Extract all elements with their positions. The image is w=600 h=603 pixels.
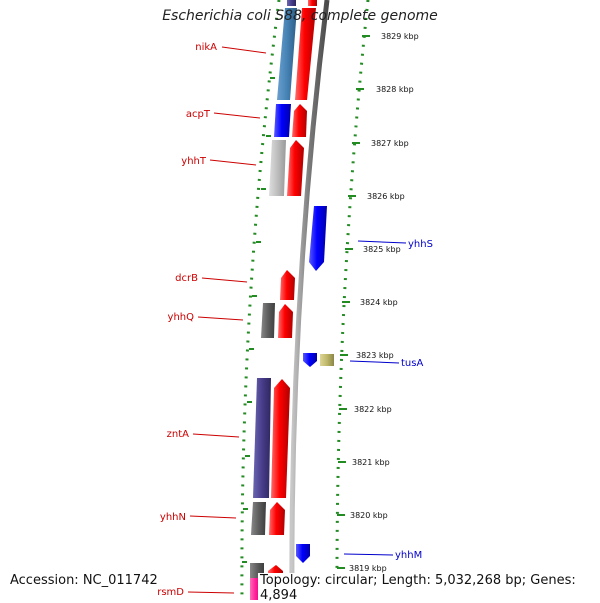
gene-label: yhhQ	[168, 312, 195, 323]
gene-nikA-arrow	[295, 8, 316, 100]
feature-khaki-1	[320, 354, 334, 366]
kbp-label: 3819 kbp	[349, 564, 387, 573]
gene-label: yhhS	[408, 239, 433, 250]
kbp-label: 3829 kbp	[381, 32, 419, 41]
gene-yhhQ-arrow	[278, 304, 293, 338]
gene-label: yhhN	[160, 512, 186, 523]
kbp-label: 3826 kbp	[367, 192, 405, 201]
gene-yhhM-arrow	[296, 544, 310, 563]
gene-label: zntA	[167, 429, 190, 440]
topology-text: Topology: circular; Length: 5,032,268 bp…	[258, 573, 600, 603]
kbp-label: 3825 kbp	[363, 245, 401, 254]
gene-acpT-arrow	[292, 104, 307, 137]
feature-darkgray-1	[261, 303, 275, 338]
feature-slate-1	[253, 378, 271, 498]
feature-top-red	[308, 0, 317, 6]
feature-blue-1	[274, 104, 291, 137]
left-tick-marks	[242, 77, 275, 563]
gene-tusA-arrow	[303, 353, 317, 367]
feature-steelblue-1	[277, 8, 297, 100]
kbp-labels: 3829 kbp 3828 kbp 3827 kbp 3826 kbp 3825…	[349, 32, 419, 573]
feature-top-slate	[287, 0, 296, 6]
gene-yhhT-arrow	[287, 140, 304, 196]
feature-lightgray-1	[269, 140, 286, 196]
gene-label: tusA	[401, 358, 423, 369]
gene-zntA-arrow	[271, 379, 290, 498]
forward-gene-labels: nikA acpT yhhT dcrB yhhQ zntA yhhN rsmD	[157, 42, 267, 598]
right-tick-marks	[337, 35, 370, 569]
kbp-label: 3823 kbp	[356, 351, 394, 360]
gene-label: yhhM	[395, 550, 422, 561]
genome-backbone	[289, 0, 330, 600]
kbp-label: 3827 kbp	[371, 139, 409, 148]
map-title: Escherichia coli S88, complete genome	[162, 8, 438, 24]
kbp-label: 3821 kbp	[352, 458, 390, 467]
kbp-label: 3820 kbp	[350, 511, 388, 520]
gene-yhhN-arrow	[269, 502, 285, 535]
gene-label: acpT	[186, 109, 211, 120]
gene-label: dcrB	[175, 273, 198, 284]
kbp-label: 3824 kbp	[360, 298, 398, 307]
feature-darkgray-2	[251, 502, 266, 535]
gene-yhhS-arrow	[309, 206, 327, 271]
accession-text: Accession: NC_011742	[8, 573, 160, 588]
gene-dcrB-arrow	[280, 270, 295, 300]
reverse-gene-labels: yhhS tusA yhhM	[343, 239, 433, 561]
gene-label: yhhT	[181, 156, 207, 167]
gene-label: rsmD	[157, 587, 184, 598]
kbp-label: 3822 kbp	[354, 405, 392, 414]
kbp-label: 3828 kbp	[376, 85, 414, 94]
gene-label: nikA	[195, 42, 217, 53]
